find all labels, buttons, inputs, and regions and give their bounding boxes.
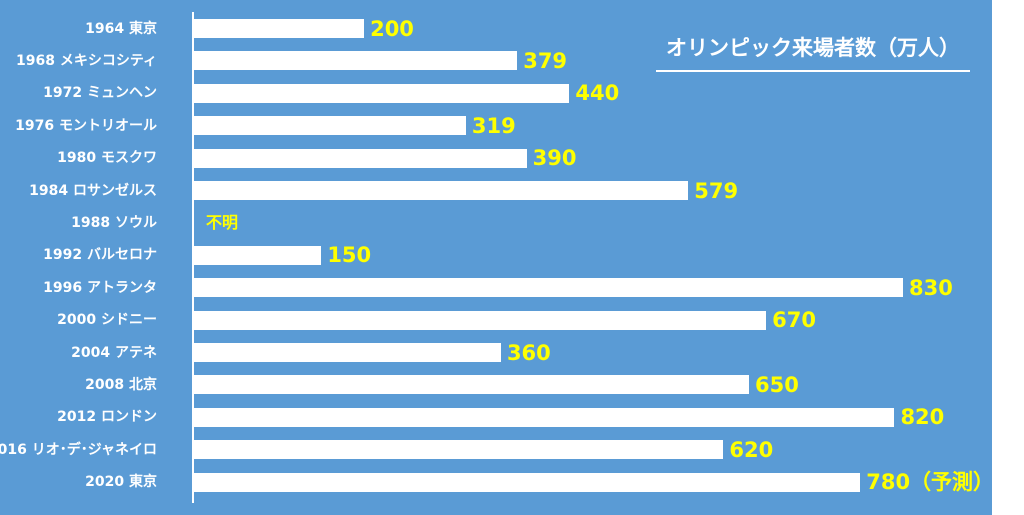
value-label: 830 <box>909 275 953 300</box>
value-label: 200 <box>370 16 414 41</box>
category-label: 1988 ソウル <box>71 214 157 231</box>
value-label: 820 <box>900 405 945 430</box>
value-label: 440 <box>575 81 620 106</box>
bar <box>193 472 861 492</box>
bar <box>193 19 365 38</box>
value-label: 670 <box>772 308 816 333</box>
bar <box>193 343 501 362</box>
bar <box>193 245 322 265</box>
value-label: 360 <box>506 340 551 365</box>
category-label: 2008 北京 <box>85 376 157 393</box>
value-label: 379 <box>523 48 568 73</box>
bar <box>193 83 570 103</box>
value-label: 780（予測） <box>866 470 995 495</box>
value-label: 579 <box>694 178 739 203</box>
category-label: 2016 リオ･デ･ジャネイロ <box>0 441 157 458</box>
category-label: 1980 モスクワ <box>57 150 157 167</box>
category-label: 2004 アテネ <box>71 344 157 361</box>
bar <box>193 440 724 460</box>
title-underline <box>656 70 970 72</box>
bar <box>193 310 767 330</box>
category-label: 1968 メキシコシティ <box>16 52 157 69</box>
value-label: 不明 <box>206 212 239 232</box>
category-label: 1984 ロサンゼルス <box>29 182 157 199</box>
category-label: 1964 東京 <box>85 20 157 37</box>
bar <box>193 375 750 395</box>
value-label: 650 <box>755 372 799 397</box>
category-label: 2000 シドニー <box>57 312 157 329</box>
bar <box>193 278 903 298</box>
category-label: 2020 東京 <box>85 474 157 491</box>
bar <box>193 181 689 200</box>
bar <box>193 116 466 136</box>
value-label: 390 <box>532 146 577 171</box>
category-label: 1992 バルセロナ <box>43 247 157 264</box>
bar <box>193 407 895 427</box>
value-label: 150 <box>327 243 372 268</box>
category-label: 2012 ロンドン <box>57 409 157 426</box>
category-label: 1972 ミュンヘン <box>43 85 157 102</box>
bar <box>193 51 518 71</box>
value-label: 620 <box>729 437 774 462</box>
bar <box>193 148 527 168</box>
category-label: 1996 アトランタ <box>43 279 157 296</box>
chart-panel: オリンピック来場者数（万人） 1964 東京 200 1968 メキシコシティ 379… <box>0 0 995 515</box>
category-label: 1976 モントリオール <box>15 117 157 134</box>
chart-title: オリンピック来場者数（万人） <box>666 36 960 60</box>
value-label: 319 <box>471 113 516 138</box>
